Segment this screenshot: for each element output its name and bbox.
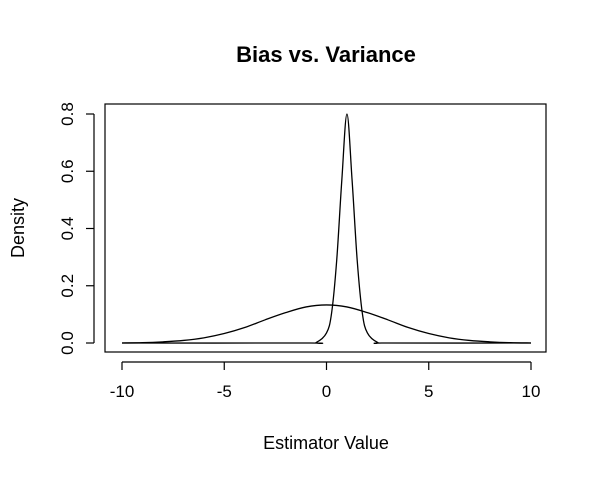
y-tick-label: 0.0 bbox=[58, 331, 77, 355]
x-tick-label: -10 bbox=[110, 382, 135, 401]
y-tick-label: 0.8 bbox=[58, 102, 77, 126]
series-layer bbox=[121, 113, 532, 344]
x-tick-label: 5 bbox=[424, 382, 433, 401]
y-tick-label: 0.4 bbox=[58, 217, 77, 241]
x-tick-label: -5 bbox=[217, 382, 232, 401]
y-axis-label: Density bbox=[8, 198, 28, 258]
chart-title: Bias vs. Variance bbox=[236, 42, 416, 67]
series-line-2 bbox=[121, 113, 532, 344]
plot-frame bbox=[104, 103, 547, 353]
x-axis: -10 -5 0 5 10 bbox=[110, 361, 541, 401]
series-line-1 bbox=[121, 304, 532, 344]
x-tick-label: 10 bbox=[522, 382, 541, 401]
y-axis: 0.0 0.2 0.4 0.6 0.8 bbox=[58, 102, 95, 355]
y-tick-label: 0.6 bbox=[58, 159, 77, 183]
x-tick-label: 0 bbox=[322, 382, 331, 401]
x-axis-label: Estimator Value bbox=[263, 433, 389, 453]
y-tick-label: 0.2 bbox=[58, 274, 77, 298]
